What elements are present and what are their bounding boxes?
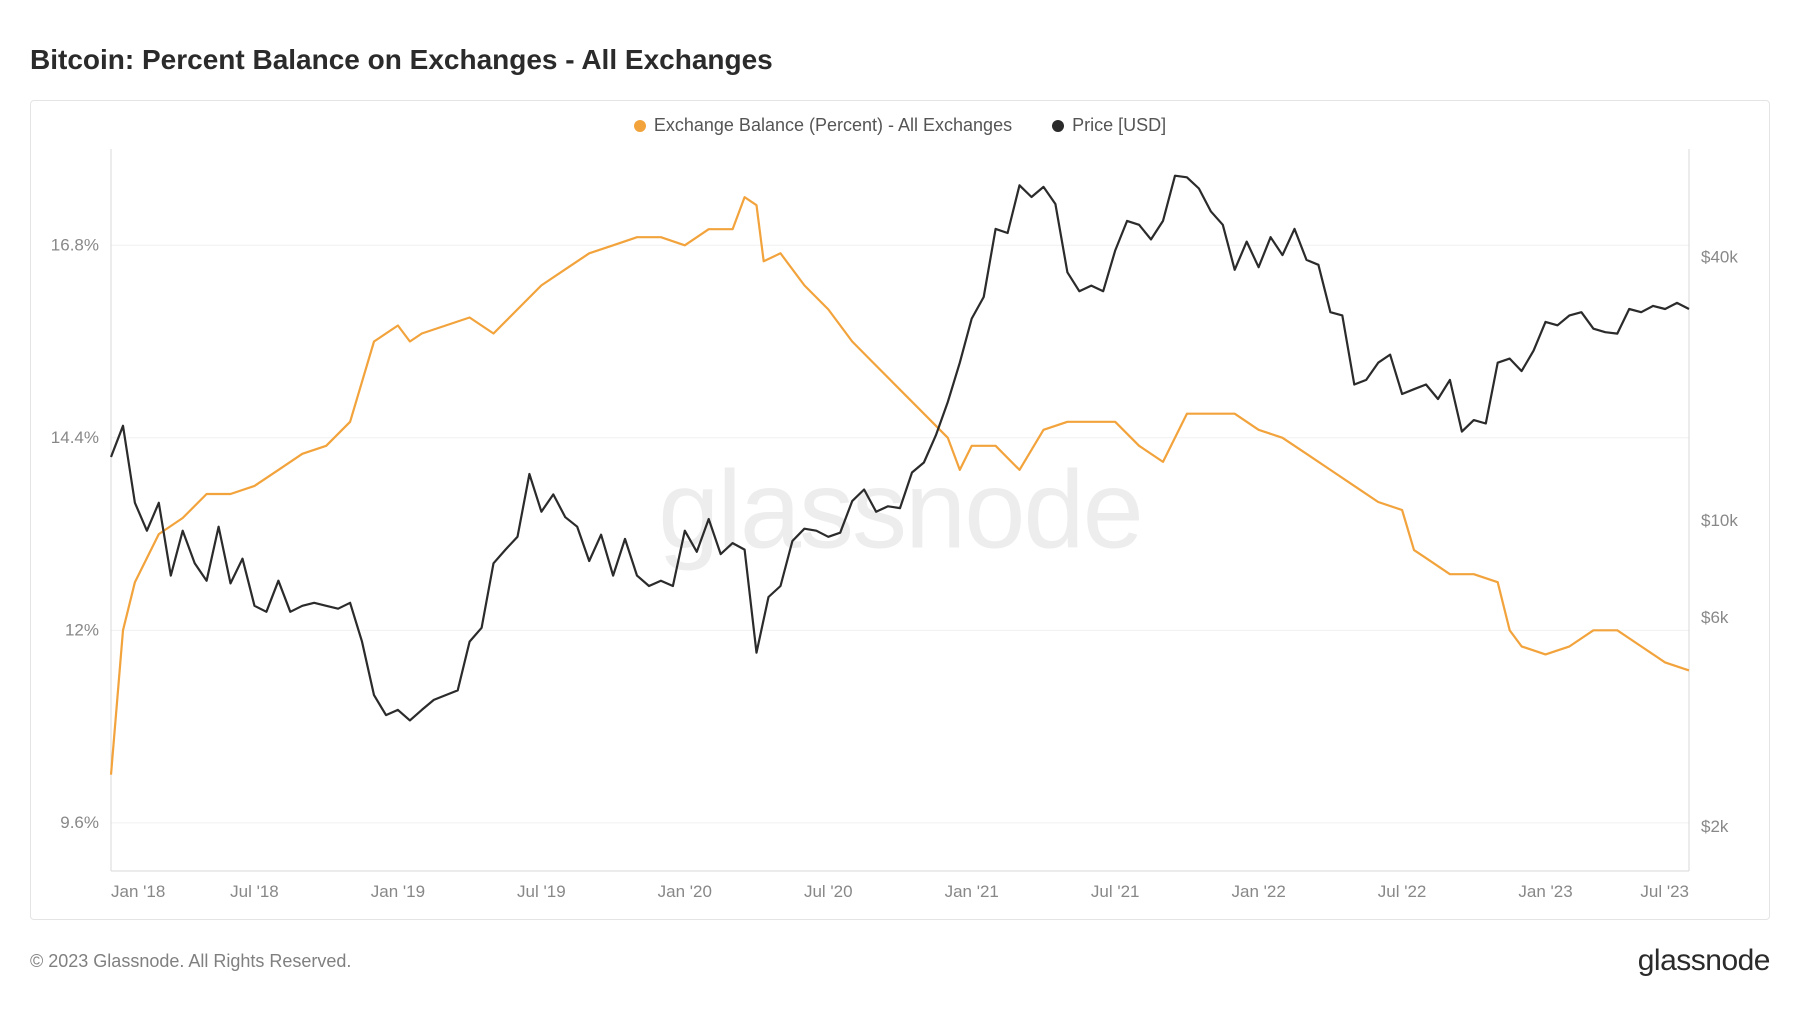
svg-text:Jan '23: Jan '23 bbox=[1518, 882, 1572, 901]
svg-text:Jan '19: Jan '19 bbox=[371, 882, 425, 901]
svg-text:$6k: $6k bbox=[1701, 608, 1729, 627]
svg-text:16.8%: 16.8% bbox=[51, 235, 99, 254]
chart-svg: 9.6%12%14.4%16.8%$2k$6k$10k$40kJan '18Ju… bbox=[111, 149, 1689, 871]
svg-text:9.6%: 9.6% bbox=[60, 813, 99, 832]
legend-item-balance: Exchange Balance (Percent) - All Exchang… bbox=[634, 115, 1012, 136]
svg-text:Jul '19: Jul '19 bbox=[517, 882, 566, 901]
chart-frame: Exchange Balance (Percent) - All Exchang… bbox=[30, 100, 1770, 920]
legend-label-price: Price [USD] bbox=[1072, 115, 1166, 136]
svg-text:Jan '21: Jan '21 bbox=[945, 882, 999, 901]
svg-text:Jan '22: Jan '22 bbox=[1231, 882, 1285, 901]
copyright: © 2023 Glassnode. All Rights Reserved. bbox=[30, 951, 351, 972]
svg-text:Jul '18: Jul '18 bbox=[230, 882, 279, 901]
svg-text:12%: 12% bbox=[65, 620, 99, 639]
legend: Exchange Balance (Percent) - All Exchang… bbox=[31, 115, 1769, 136]
legend-item-price: Price [USD] bbox=[1052, 115, 1166, 136]
series-price_usd bbox=[111, 176, 1689, 721]
svg-text:Jul '23: Jul '23 bbox=[1640, 882, 1689, 901]
brand-logo: glassnode bbox=[1638, 944, 1770, 978]
svg-text:Jan '20: Jan '20 bbox=[658, 882, 712, 901]
page-title: Bitcoin: Percent Balance on Exchanges - … bbox=[30, 44, 1770, 76]
svg-text:Jul '21: Jul '21 bbox=[1091, 882, 1140, 901]
svg-text:Jul '22: Jul '22 bbox=[1378, 882, 1427, 901]
svg-text:14.4%: 14.4% bbox=[51, 428, 99, 447]
svg-text:$40k: $40k bbox=[1701, 248, 1738, 267]
plot-area: 9.6%12%14.4%16.8%$2k$6k$10k$40kJan '18Ju… bbox=[111, 149, 1689, 871]
svg-text:Jul '20: Jul '20 bbox=[804, 882, 853, 901]
legend-dot-balance bbox=[634, 120, 646, 132]
svg-text:$10k: $10k bbox=[1701, 511, 1738, 530]
series-balance_pct bbox=[111, 197, 1689, 775]
legend-label-balance: Exchange Balance (Percent) - All Exchang… bbox=[654, 115, 1012, 136]
svg-text:$2k: $2k bbox=[1701, 817, 1729, 836]
legend-dot-price bbox=[1052, 120, 1064, 132]
svg-text:Jan '18: Jan '18 bbox=[111, 882, 165, 901]
